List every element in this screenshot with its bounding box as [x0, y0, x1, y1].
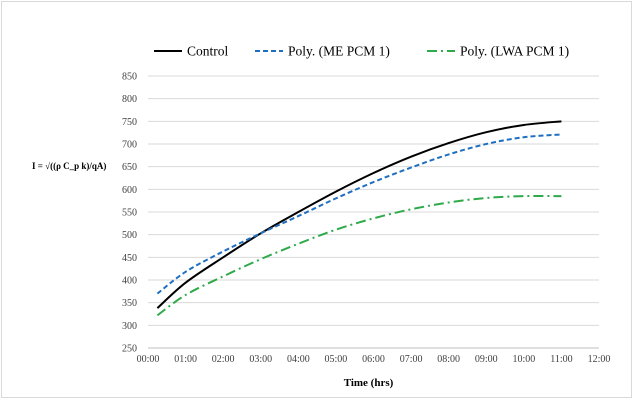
series-line-1 [156, 120, 562, 309]
y-tick-label: 350 [122, 298, 137, 309]
y-tick-label: 650 [122, 162, 137, 173]
x-tick-label: 10:00 [512, 354, 535, 365]
legend: Control Poly. (ME PCM 1) Poly. (LWA PCM 1) [154, 44, 569, 59]
y-tick-label: 750 [122, 117, 137, 128]
x-tick-label: 11:00 [550, 354, 572, 365]
x-tick-label: 01:00 [174, 354, 197, 365]
y-axis-ticks: 250 300 350 400 450 500 550 600 650 700 750 800 850 [122, 72, 137, 355]
x-tick-label: 07:00 [400, 354, 423, 365]
legend-label: Control [187, 44, 229, 59]
x-axis-ticks: 00:00 01:00 02:00 03:00 04:00 05:00 06:00 07:00… [137, 354, 611, 365]
x-tick-label: 03:00 [249, 354, 272, 365]
y-tick-label: 500 [122, 230, 137, 241]
x-tick-label: 02:00 [212, 354, 235, 365]
y-tick-label: 600 [122, 185, 137, 196]
y-tick-label: 250 [122, 344, 137, 355]
legend-label: Poly. (LWA PCM 1) [460, 44, 569, 59]
y-axis-title: I = √((ρ C_p k)/qA) [32, 161, 106, 171]
series-line-2 [156, 133, 562, 295]
x-tick-label: 04:00 [287, 354, 310, 365]
x-tick-label: 05:00 [325, 354, 348, 365]
y-tick-label: 550 [122, 208, 137, 219]
y-tick-label: 450 [122, 253, 137, 264]
y-tick-label: 700 [122, 140, 137, 151]
y-tick-label: 800 [122, 94, 137, 105]
y-tick-label: 300 [122, 321, 137, 332]
x-tick-label: 06:00 [362, 354, 385, 365]
x-tick-label: 09:00 [475, 354, 498, 365]
y-tick-label: 850 [122, 72, 137, 83]
y-tick-label: 400 [122, 276, 137, 287]
x-tick-label: 12:00 [588, 354, 611, 365]
x-tick-label: 00:00 [137, 354, 160, 365]
gridlines [148, 75, 599, 326]
x-axis-title: Time (hrs) [344, 377, 394, 389]
series-lines [156, 120, 562, 317]
series-line-3 [156, 195, 562, 317]
x-tick-label: 08:00 [437, 354, 460, 365]
legend-label: Poly. (ME PCM 1) [288, 44, 390, 59]
